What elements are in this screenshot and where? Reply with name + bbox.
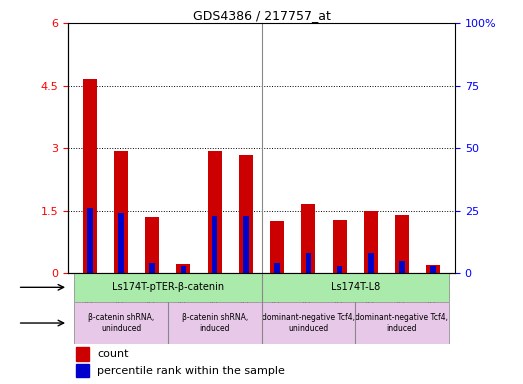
Title: GDS4386 / 217757_at: GDS4386 / 217757_at: [192, 9, 331, 22]
Bar: [208, 151, 222, 273]
Text: dominant-negative Tcf4,
induced: dominant-negative Tcf4, induced: [356, 313, 448, 333]
Bar: [74, 301, 168, 344]
Text: Ls174T-L8: Ls174T-L8: [331, 282, 380, 292]
Bar: [118, 213, 124, 273]
Bar: [305, 253, 311, 273]
Bar: [426, 265, 440, 273]
Text: dominant-negative Tcf4,
uninduced: dominant-negative Tcf4, uninduced: [262, 313, 355, 333]
Bar: [243, 215, 249, 273]
Bar: [150, 263, 155, 273]
Bar: [76, 347, 89, 361]
Bar: [355, 301, 449, 344]
Bar: [114, 151, 128, 273]
Bar: [168, 301, 262, 344]
Bar: [145, 217, 160, 273]
Bar: [368, 253, 373, 273]
Text: percentile rank within the sample: percentile rank within the sample: [97, 366, 285, 376]
Bar: [262, 273, 449, 301]
Bar: [180, 265, 186, 273]
Bar: [87, 208, 93, 273]
Bar: [239, 155, 253, 273]
Bar: [76, 364, 89, 377]
Bar: [430, 265, 436, 273]
Bar: [301, 204, 315, 273]
Text: count: count: [97, 349, 129, 359]
Text: β-catenin shRNA,
uninduced: β-catenin shRNA, uninduced: [88, 313, 154, 333]
Bar: [333, 220, 347, 273]
Bar: [270, 221, 284, 273]
Bar: [176, 264, 190, 273]
Bar: [399, 260, 405, 273]
Text: β-catenin shRNA,
induced: β-catenin shRNA, induced: [181, 313, 248, 333]
Bar: [274, 263, 280, 273]
Bar: [363, 210, 378, 273]
Bar: [74, 273, 262, 301]
Bar: [212, 215, 218, 273]
Bar: [83, 79, 97, 273]
Bar: [262, 301, 355, 344]
Text: Ls174T-pTER-β-catenin: Ls174T-pTER-β-catenin: [112, 282, 224, 292]
Bar: [337, 265, 343, 273]
Bar: [395, 215, 409, 273]
